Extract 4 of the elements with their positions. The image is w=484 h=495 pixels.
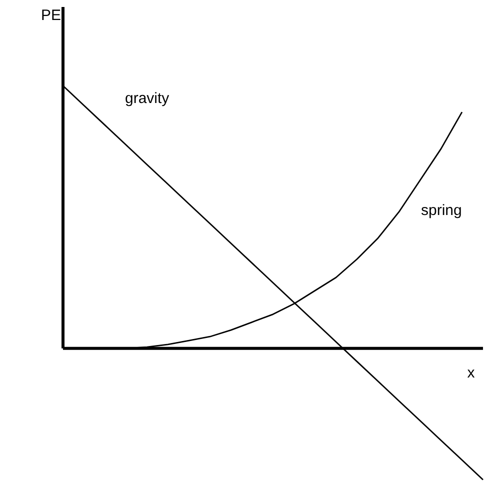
series-label: gravity: [125, 90, 170, 107]
series-label: spring: [421, 202, 462, 219]
x-axis-title: x: [467, 364, 476, 382]
y-axis-title: PE: [40, 7, 61, 24]
